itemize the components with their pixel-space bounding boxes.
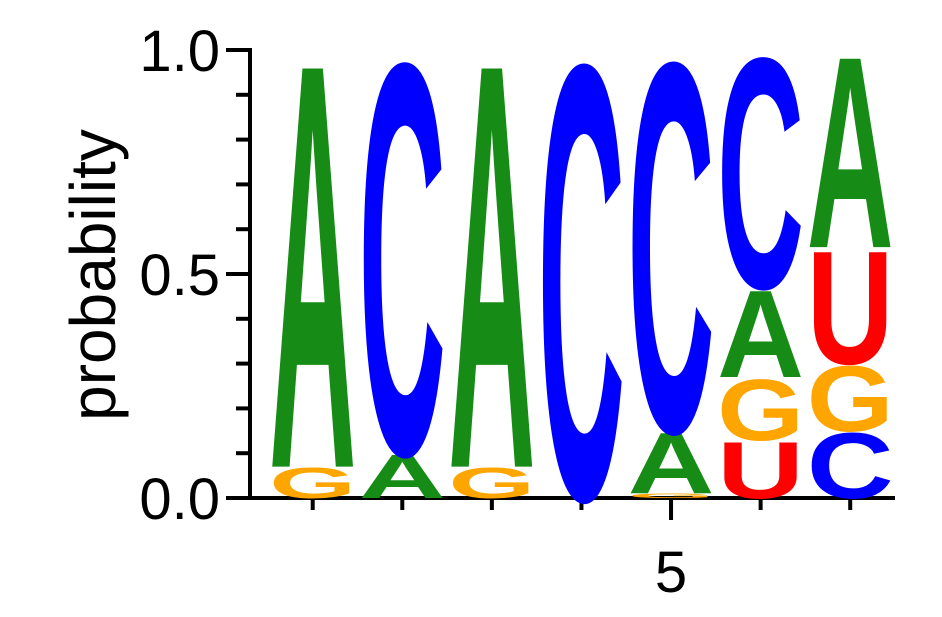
letter: A: [448, 0, 535, 590]
letter: C: [717, 0, 804, 358]
letter: A: [628, 416, 715, 513]
letter: G: [807, 346, 894, 450]
y-axis-label: probability: [57, 129, 129, 421]
y-tick-label: 0.0: [139, 467, 220, 532]
letter: C: [359, 0, 446, 572]
letter: A: [359, 442, 446, 512]
letter: G: [628, 492, 715, 499]
letter: C: [538, 0, 625, 617]
letter: U: [717, 425, 804, 516]
letter: G: [269, 458, 356, 507]
y-tick-label: 0.5: [139, 243, 220, 308]
letter: C: [628, 0, 715, 544]
letter: A: [269, 0, 356, 590]
x-tick-label: 5: [655, 540, 687, 605]
letter: U: [807, 218, 894, 398]
letter: G: [448, 458, 535, 507]
letter: A: [717, 264, 804, 403]
y-tick-label: 1.0: [139, 19, 220, 84]
letter: G: [717, 361, 804, 458]
letter: C: [807, 414, 894, 518]
letter: A: [807, 0, 894, 305]
